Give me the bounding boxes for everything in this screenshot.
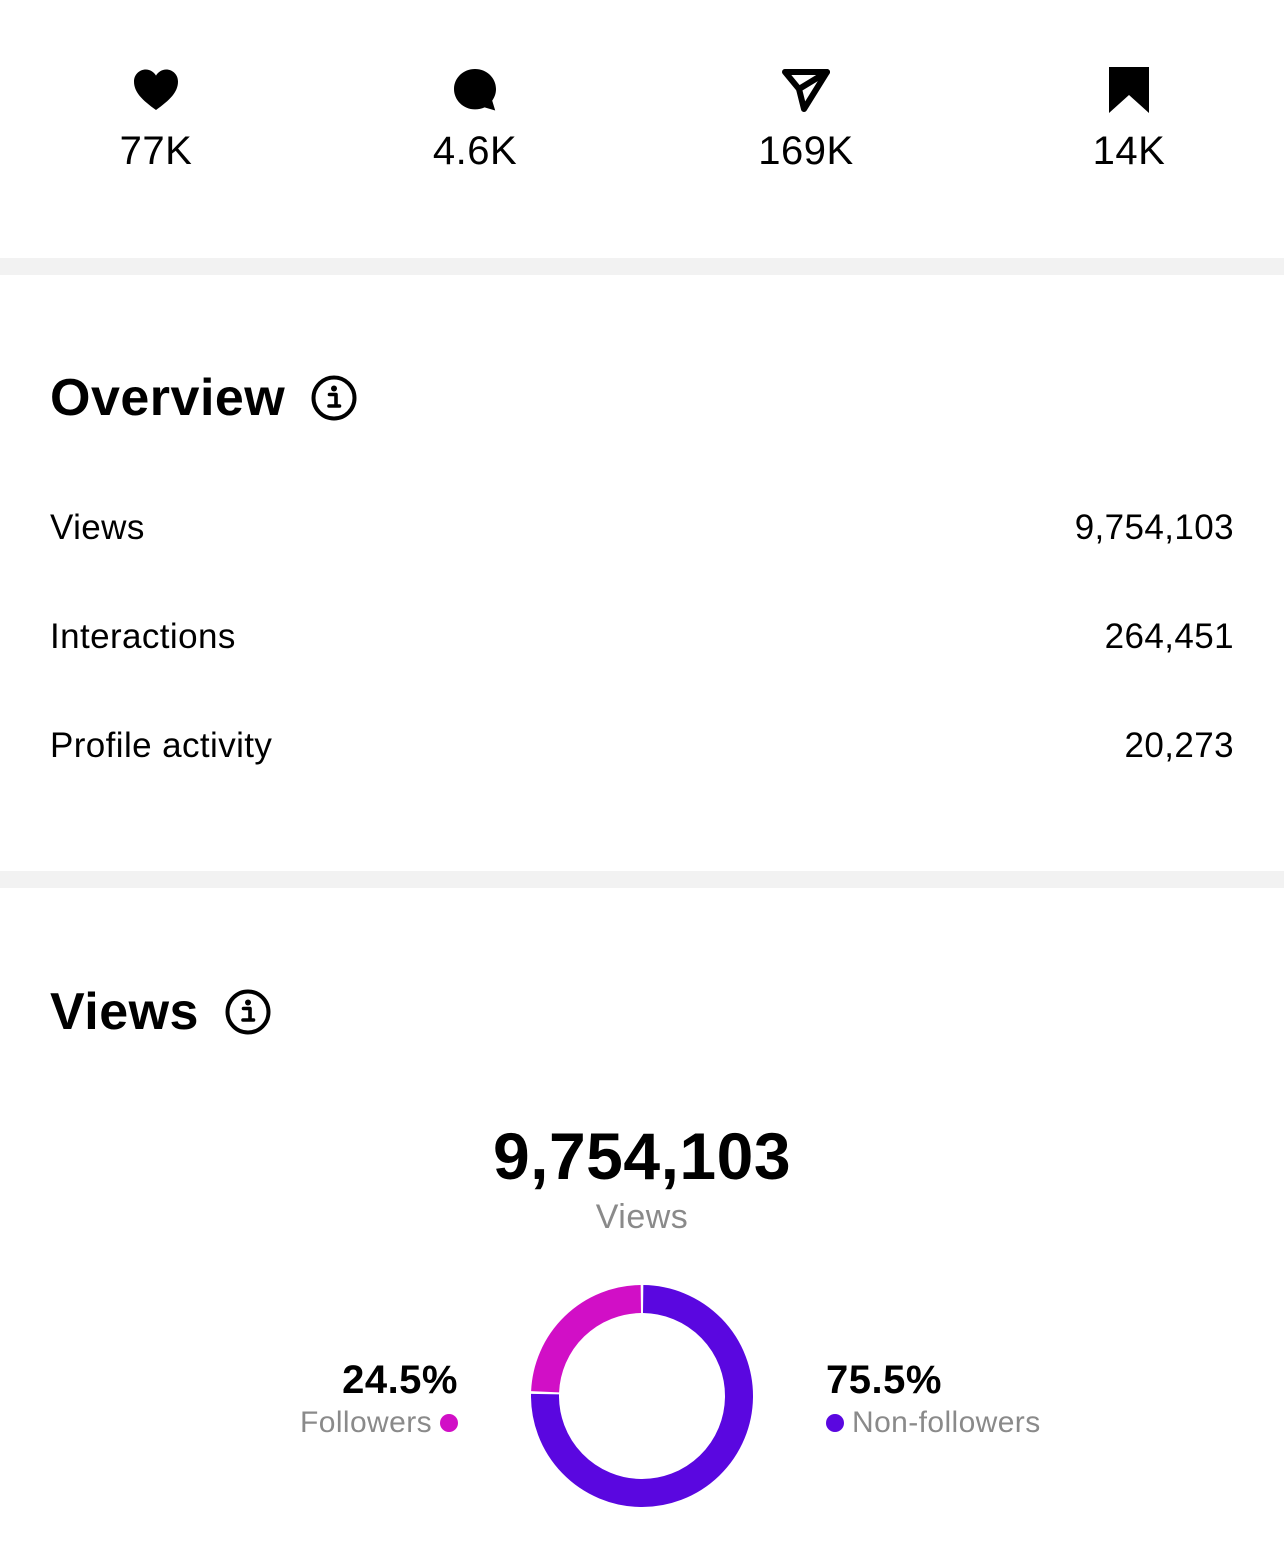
followers-segment [531,1285,642,1393]
comment-icon [449,64,501,116]
bookmark-icon [1103,64,1155,116]
overview-row-value: 20,273 [1124,726,1234,765]
overview-row-profile-activity: Profile activity 20,273 [50,724,1234,768]
post-stats-bar: 77K 4.6K 169K 14K [0,0,1284,258]
shares-count: 169K [758,129,854,173]
non-followers-percentage: 75.5% [826,1358,942,1402]
non-followers-label: Non-followers [852,1406,1041,1439]
section-divider [0,258,1284,275]
info-icon[interactable] [311,375,357,421]
non-followers-legend: 75.5% Non-followers [826,1356,1041,1442]
non-followers-dot [826,1414,844,1432]
followers-legend: 24.5% Followers [300,1356,458,1442]
overview-row-label: Interactions [50,617,236,656]
overview-row-interactions: Interactions 264,451 [50,615,1234,659]
comments-stat: 4.6K [375,64,575,174]
info-icon[interactable] [225,989,271,1035]
section-divider [0,871,1284,888]
views-title: Views [50,983,199,1041]
likes-stat: 77K [56,64,256,174]
views-total-label: Views [595,1198,689,1236]
non-followers-label-row: Non-followers [826,1404,1041,1442]
overview-row-label: Views [50,508,145,547]
followers-dot [440,1414,458,1432]
saves-count: 14K [1092,129,1166,173]
overview-row-value: 9,754,103 [1074,508,1234,547]
views-donut-chart [531,1285,753,1507]
likes-count: 77K [119,129,193,173]
overview-title: Overview [50,369,286,427]
send-icon [780,64,832,116]
saves-stat: 14K [1029,64,1229,174]
heart-icon [130,64,182,116]
overview-header: Overview [50,368,357,428]
followers-label: Followers [300,1406,432,1439]
overview-row-views: Views 9,754,103 [50,506,1234,550]
followers-percentage: 24.5% [342,1358,458,1402]
followers-label-row: Followers [300,1404,458,1442]
views-total: 9,754,103 [492,1119,792,1193]
overview-row-label: Profile activity [50,726,273,765]
non-followers-segment [531,1285,753,1507]
comments-count: 4.6K [432,129,518,173]
overview-row-value: 264,451 [1104,617,1234,656]
shares-stat: 169K [706,64,906,174]
views-header: Views [50,982,271,1042]
